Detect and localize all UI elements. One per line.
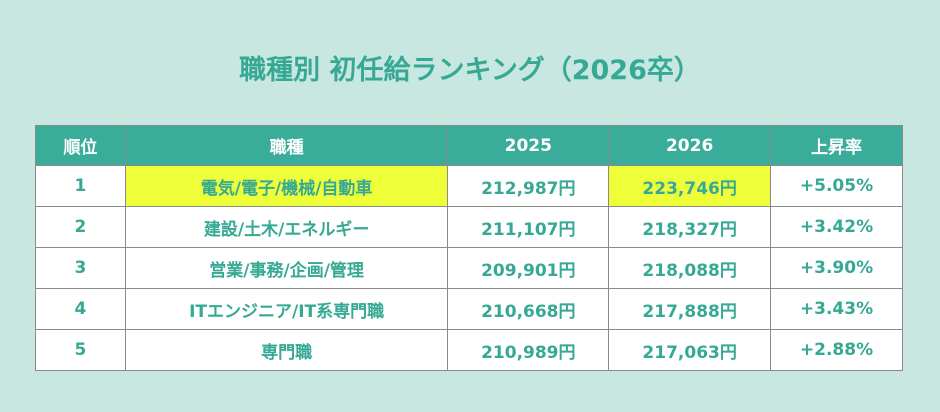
salary-2025-cell: 209,901円 (447, 247, 610, 289)
table-row: 3 営業/事務/企画/管理 209,901円 218,088円 +3.90% (35, 247, 903, 289)
rate-cell: +2.88% (770, 329, 903, 371)
salary-2026-cell: 218,327円 (608, 206, 772, 248)
rank-cell: 5 (35, 329, 126, 371)
table-row: 2 建設/土木/エネルギー 211,107円 218,327円 +3.42% (35, 206, 903, 248)
job-cell: 営業/事務/企画/管理 (124, 247, 449, 289)
salary-ranking-table: 順位 職種 2025 2026 上昇率 1 電気/電子/機械/自動車 212,9… (35, 125, 903, 371)
header-job: 職種 (124, 125, 449, 166)
salary-2026-cell: 223,746円 (608, 165, 772, 207)
job-cell: 専門職 (124, 329, 449, 371)
rate-cell: +3.90% (770, 247, 903, 289)
job-cell: ITエンジニア/IT系専門職 (124, 288, 449, 330)
salary-2025-cell: 211,107円 (447, 206, 610, 248)
salary-2026-cell: 218,088円 (608, 247, 772, 289)
job-cell: 電気/電子/機械/自動車 (124, 165, 449, 207)
rank-cell: 4 (35, 288, 126, 330)
header-2025: 2025 (447, 125, 610, 166)
rate-cell: +5.05% (770, 165, 903, 207)
rank-cell: 1 (35, 165, 126, 207)
job-cell: 建設/土木/エネルギー (124, 206, 449, 248)
rank-cell: 2 (35, 206, 126, 248)
page-title: 職種別 初任給ランキング（2026卒） (239, 55, 701, 86)
salary-2026-cell: 217,888円 (608, 288, 772, 330)
header-2026: 2026 (608, 125, 772, 166)
salary-2025-cell: 210,989円 (447, 329, 610, 371)
rank-cell: 3 (35, 247, 126, 289)
rate-cell: +3.43% (770, 288, 903, 330)
table-row: 4 ITエンジニア/IT系専門職 210,668円 217,888円 +3.43… (35, 288, 903, 330)
table-row: 1 電気/電子/機械/自動車 212,987円 223,746円 +5.05% (35, 165, 903, 207)
salary-2025-cell: 212,987円 (447, 165, 610, 207)
table-row: 5 専門職 210,989円 217,063円 +2.88% (35, 329, 903, 371)
table-header-row: 順位 職種 2025 2026 上昇率 (35, 125, 903, 166)
salary-2026-cell: 217,063円 (608, 329, 772, 371)
rate-cell: +3.42% (770, 206, 903, 248)
header-rank: 順位 (35, 125, 126, 166)
salary-2025-cell: 210,668円 (447, 288, 610, 330)
header-rate: 上昇率 (770, 125, 903, 166)
